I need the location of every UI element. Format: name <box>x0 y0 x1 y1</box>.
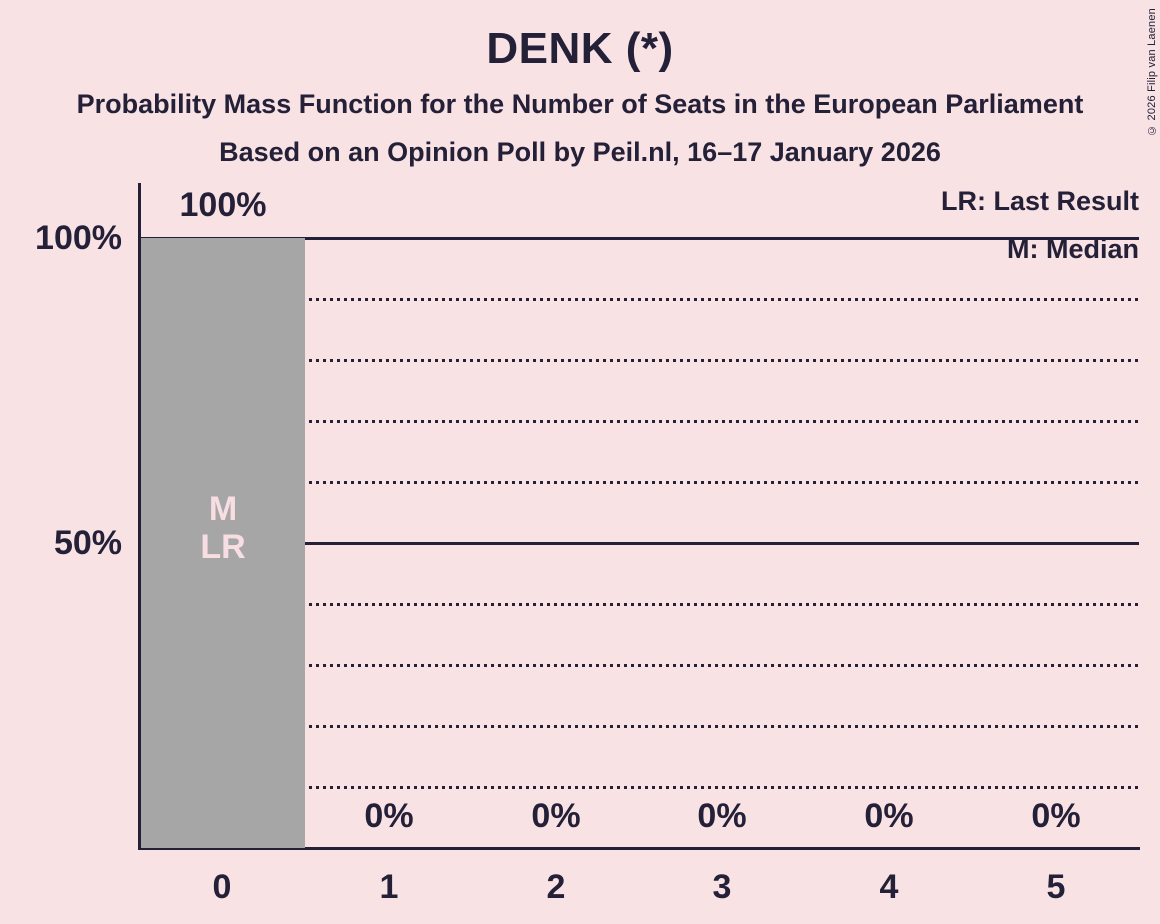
last-result-marker: LR <box>200 528 246 566</box>
gridline-90 <box>141 298 1139 301</box>
gridline-30 <box>141 664 1139 667</box>
y-tick-50: 50% <box>53 524 122 562</box>
gridline-50 <box>141 542 1139 545</box>
gridline-10 <box>141 786 1139 789</box>
legend-last-result: LR: Last Result <box>940 186 1139 216</box>
bar-median-lastresult-annotation: M LR <box>141 490 305 566</box>
y-tick-100: 100% <box>35 219 122 257</box>
gridline-40 <box>141 603 1139 606</box>
bar-value-label-0: 100% <box>179 186 267 224</box>
median-marker: M <box>208 490 238 528</box>
gridline-70 <box>141 420 1139 423</box>
x-tick-5: 5 <box>1046 868 1066 906</box>
gridline-20 <box>141 725 1139 728</box>
gridline-100 <box>141 237 1139 240</box>
x-tick-4: 4 <box>879 868 899 906</box>
chart-subtitle: Probability Mass Function for the Number… <box>76 89 1084 119</box>
x-tick-0: 0 <box>212 868 232 906</box>
bar-value-label-2: 0% <box>531 797 581 835</box>
bar-value-label-5: 0% <box>1031 797 1081 835</box>
gridline-80 <box>141 359 1139 362</box>
bar-seats-0 <box>141 238 305 848</box>
y-axis-line <box>138 183 141 850</box>
x-tick-1: 1 <box>379 868 399 906</box>
x-tick-2: 2 <box>546 868 566 906</box>
bar-value-label-3: 0% <box>697 797 747 835</box>
gridline-60 <box>141 481 1139 484</box>
chart-poll-source: Based on an Opinion Poll by Peil.nl, 16–… <box>219 137 941 167</box>
x-tick-3: 3 <box>712 868 732 906</box>
x-axis-line <box>138 847 1140 850</box>
bar-value-label-4: 0% <box>864 797 914 835</box>
chart-title: DENK (*) <box>486 24 674 73</box>
bar-value-label-1: 0% <box>364 797 414 835</box>
